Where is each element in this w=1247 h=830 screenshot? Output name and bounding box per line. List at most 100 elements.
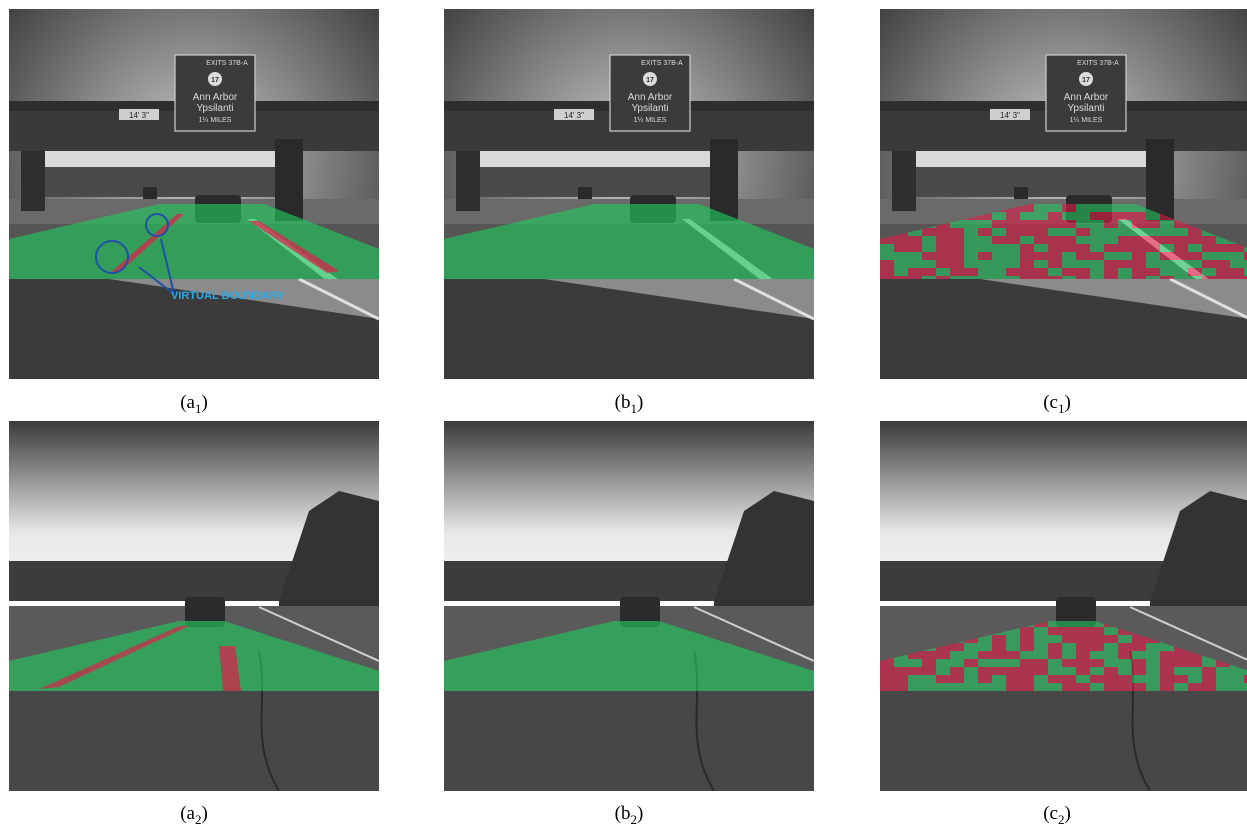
free-space-overlay bbox=[9, 204, 379, 279]
caption-index: 1 bbox=[630, 400, 638, 416]
bridge-pillar bbox=[456, 151, 480, 211]
panel-c1: EXITS 37B-A 17 Ann Arbor Ypsilanti 1¼ MILES 1… bbox=[880, 9, 1247, 379]
lane-line bbox=[258, 606, 379, 662]
trees-right bbox=[714, 491, 814, 611]
treeline bbox=[910, 167, 1150, 197]
sign-distance: 1¼ MILES bbox=[199, 117, 232, 124]
sign-line2: Ypsilanti bbox=[631, 103, 668, 114]
sign-distance: 1¼ MILES bbox=[1070, 117, 1103, 124]
caption-letter: b bbox=[621, 392, 631, 413]
road-scene-image bbox=[444, 421, 814, 791]
treeline bbox=[39, 167, 279, 197]
caption-a2: (a2) bbox=[180, 803, 208, 827]
annotation-arrow-icon bbox=[138, 266, 175, 295]
sign-route: 17 bbox=[646, 77, 654, 84]
free-space-overlay bbox=[444, 204, 814, 279]
boundary-overlay bbox=[39, 626, 189, 689]
road-scene-image bbox=[880, 421, 1247, 791]
bridge-pillar bbox=[892, 151, 916, 211]
treeline bbox=[474, 167, 714, 197]
panel-c2 bbox=[880, 421, 1247, 791]
foreground-road bbox=[9, 691, 379, 791]
highway-sign bbox=[174, 54, 256, 132]
boundary-overlay bbox=[249, 221, 339, 273]
virtual-boundary-label: VIRTUAL BOUNDARY bbox=[171, 290, 285, 302]
caption-a1: (a1) bbox=[180, 392, 208, 416]
far-car bbox=[1014, 187, 1028, 199]
caption-b2: (b2) bbox=[614, 803, 644, 827]
panel-b1: EXITS 37B-A 17 Ann Arbor Ypsilanti 1¼ MILES 1… bbox=[444, 9, 814, 379]
clearance-sign bbox=[990, 109, 1030, 120]
sign-line1: Ann Arbor bbox=[193, 92, 238, 103]
lane-line bbox=[109, 279, 379, 319]
foreground-road bbox=[880, 691, 1247, 791]
lane-line bbox=[298, 277, 379, 321]
caption-c1: (c1) bbox=[1043, 392, 1071, 416]
lane-line bbox=[693, 606, 814, 662]
foreground-road bbox=[444, 691, 814, 791]
clearance-text: 14' 3" bbox=[129, 111, 149, 120]
caption-c2: (c2) bbox=[1043, 803, 1071, 827]
sign-line2: Ypsilanti bbox=[1067, 103, 1104, 114]
clearance-sign bbox=[554, 109, 594, 120]
caption-index: 2 bbox=[1057, 811, 1065, 827]
trees-right bbox=[279, 491, 379, 611]
route-shield-icon bbox=[643, 72, 657, 86]
bridge-pillar bbox=[275, 139, 303, 221]
lane-line bbox=[733, 277, 814, 321]
lead-car bbox=[185, 597, 225, 627]
lane-line bbox=[1169, 277, 1247, 320]
sign-route: 17 bbox=[211, 77, 219, 84]
lane-line bbox=[980, 279, 1247, 319]
caption-index: 1 bbox=[194, 400, 202, 416]
highway-sign bbox=[609, 54, 691, 132]
road-scene-image bbox=[9, 421, 379, 791]
panel-a2 bbox=[9, 421, 379, 791]
clearance-sign bbox=[119, 109, 159, 120]
sign-route: 17 bbox=[1082, 77, 1090, 84]
far-car bbox=[143, 187, 157, 199]
annotation-circle bbox=[95, 240, 129, 274]
free-space-overlay bbox=[444, 621, 814, 691]
lane-line bbox=[1129, 606, 1247, 661]
caption-letter: b bbox=[621, 803, 631, 824]
caption-letter: a bbox=[186, 392, 195, 413]
free-space-overlay bbox=[9, 621, 379, 691]
boundary-overlay bbox=[219, 646, 241, 691]
bridge-pillar bbox=[21, 151, 45, 211]
caption-index: 1 bbox=[1057, 400, 1065, 416]
caption-index: 2 bbox=[630, 811, 638, 827]
lead-car bbox=[620, 597, 660, 627]
clearance-text: 14' 3" bbox=[1000, 111, 1020, 120]
clearance-text: 14' 3" bbox=[564, 111, 584, 120]
caption-letter: a bbox=[186, 803, 195, 824]
caption-index: 2 bbox=[194, 811, 202, 827]
lane-line bbox=[544, 279, 814, 319]
panel-a1: EXITS 37B-A 17 Ann Arbor Ypsilanti 1¼ MILES 1… bbox=[9, 9, 379, 379]
annotation-circle bbox=[145, 213, 169, 237]
bridge-pillar bbox=[1146, 139, 1174, 221]
sign-line1: Ann Arbor bbox=[628, 92, 673, 103]
bridge-pillar bbox=[710, 139, 738, 221]
sign-exits: EXITS 37B-A bbox=[641, 60, 683, 67]
caption-b1: (b1) bbox=[614, 392, 644, 416]
far-car bbox=[578, 187, 592, 199]
annotation-arrow-icon bbox=[160, 238, 175, 295]
caption-letter: c bbox=[1049, 392, 1058, 413]
sign-distance: 1¼ MILES bbox=[634, 117, 667, 124]
caption-letter: c bbox=[1049, 803, 1058, 824]
route-shield-icon bbox=[1079, 72, 1093, 86]
panel-b2 bbox=[444, 421, 814, 791]
highway-sign bbox=[1045, 54, 1127, 132]
free-space-overlay bbox=[880, 204, 1247, 279]
lead-car bbox=[1056, 597, 1096, 627]
sign-exits: EXITS 37B-A bbox=[206, 60, 248, 67]
sign-exits: EXITS 37B-A bbox=[1077, 60, 1119, 67]
trees-right bbox=[1150, 491, 1247, 611]
route-shield-icon bbox=[208, 72, 222, 86]
sign-line1: Ann Arbor bbox=[1064, 92, 1109, 103]
sign-line2: Ypsilanti bbox=[196, 103, 233, 114]
